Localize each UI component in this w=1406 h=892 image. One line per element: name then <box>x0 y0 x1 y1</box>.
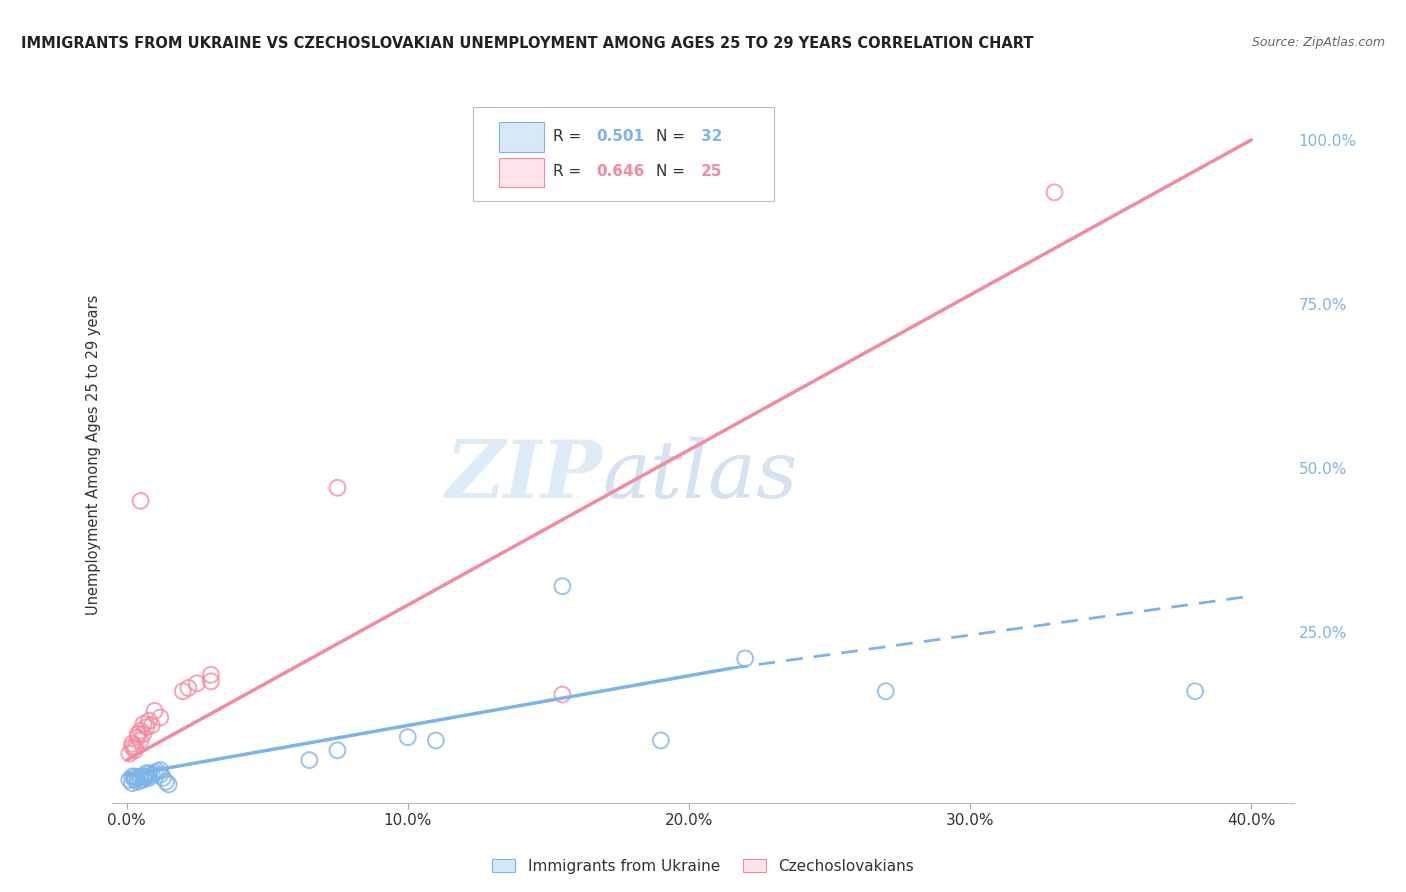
Point <box>132 717 155 731</box>
Point <box>143 766 166 780</box>
Point <box>326 743 349 757</box>
Text: 32: 32 <box>700 129 723 144</box>
Point <box>132 772 155 787</box>
Point <box>124 772 146 787</box>
Point <box>551 688 574 702</box>
Point <box>141 768 163 782</box>
Point <box>875 684 897 698</box>
Point <box>138 766 160 780</box>
Point <box>129 772 152 787</box>
Point <box>734 651 756 665</box>
Point <box>127 771 149 785</box>
Point <box>121 770 143 784</box>
Text: IMMIGRANTS FROM UKRAINE VS CZECHOSLOVAKIAN UNEMPLOYMENT AMONG AGES 25 TO 29 YEAR: IMMIGRANTS FROM UKRAINE VS CZECHOSLOVAKI… <box>21 36 1033 51</box>
Point <box>177 681 200 695</box>
Text: atlas: atlas <box>603 437 799 515</box>
Point <box>121 739 143 754</box>
Point <box>127 730 149 744</box>
Point <box>135 766 157 780</box>
Point <box>121 737 143 751</box>
Point <box>129 733 152 747</box>
Point <box>1043 186 1066 200</box>
Point <box>152 771 174 785</box>
Legend: Immigrants from Ukraine, Czechoslovakians: Immigrants from Ukraine, Czechoslovakian… <box>486 853 920 880</box>
Text: N =: N = <box>655 164 689 179</box>
Point <box>135 770 157 784</box>
Point <box>149 763 172 777</box>
Point <box>118 772 141 787</box>
Point <box>1184 684 1206 698</box>
Point <box>200 668 222 682</box>
Point <box>132 770 155 784</box>
Point <box>298 753 321 767</box>
Point <box>650 733 672 747</box>
Text: R =: R = <box>553 164 586 179</box>
Point <box>138 714 160 728</box>
Point <box>551 579 574 593</box>
Text: 0.646: 0.646 <box>596 164 645 179</box>
Point <box>127 727 149 741</box>
Point <box>127 774 149 789</box>
Point <box>149 767 172 781</box>
Point <box>143 704 166 718</box>
Bar <box>499 158 544 187</box>
Point <box>129 494 152 508</box>
Point <box>129 723 152 738</box>
Point <box>149 710 172 724</box>
Point <box>157 777 180 791</box>
Point <box>146 764 169 779</box>
Point <box>118 747 141 761</box>
Point <box>121 776 143 790</box>
Point <box>172 684 194 698</box>
Text: Source: ZipAtlas.com: Source: ZipAtlas.com <box>1251 36 1385 49</box>
Text: 0.501: 0.501 <box>596 129 645 144</box>
Bar <box>499 122 544 152</box>
Text: 25: 25 <box>700 164 723 179</box>
Point <box>132 727 155 741</box>
Point <box>135 720 157 734</box>
Point <box>425 733 447 747</box>
Point <box>124 739 146 754</box>
Point <box>124 770 146 784</box>
Text: N =: N = <box>655 129 689 144</box>
Point <box>200 674 222 689</box>
Point <box>396 730 419 744</box>
Y-axis label: Unemployment Among Ages 25 to 29 years: Unemployment Among Ages 25 to 29 years <box>86 294 101 615</box>
Text: ZIP: ZIP <box>446 437 603 515</box>
Text: R =: R = <box>553 129 586 144</box>
Point <box>141 718 163 732</box>
Point <box>129 770 152 784</box>
FancyBboxPatch shape <box>472 107 773 201</box>
Point <box>155 774 177 789</box>
Point <box>138 771 160 785</box>
Point <box>124 743 146 757</box>
Point <box>186 676 208 690</box>
Point <box>326 481 349 495</box>
